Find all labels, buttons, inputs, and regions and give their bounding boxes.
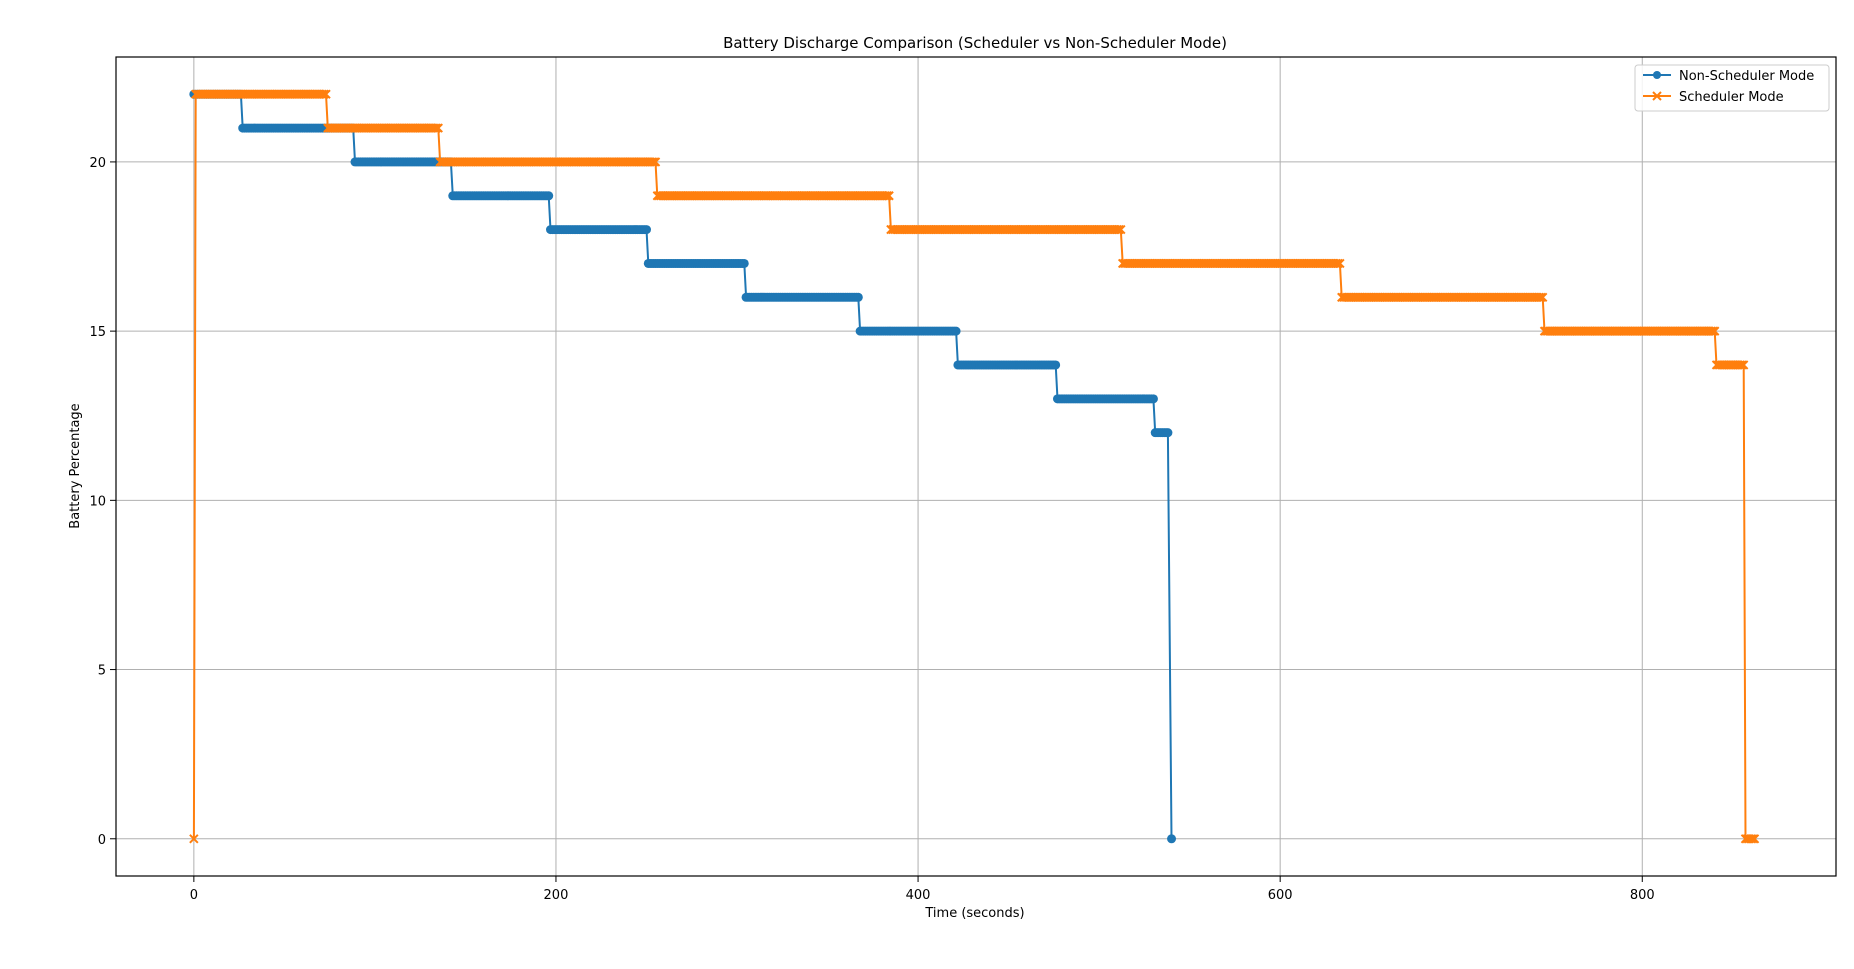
data-point (882, 191, 892, 201)
legend-label-scheduler: Scheduler Mode (1679, 90, 1784, 105)
data-point (1116, 224, 1126, 235)
data-point (649, 157, 659, 167)
data-point (1735, 360, 1745, 370)
data-point (951, 326, 961, 336)
data-point (431, 123, 442, 133)
legend-label-non-scheduler: Non-Scheduler Mode (1679, 69, 1814, 84)
series-markers-scheduler-mode (189, 89, 1760, 844)
plot-frame (115, 56, 1837, 877)
data-point (1335, 258, 1345, 269)
data-point (544, 191, 554, 201)
data-point (1167, 834, 1177, 844)
data-point (1331, 258, 1341, 269)
data-point (1051, 360, 1061, 370)
data-point (641, 225, 651, 235)
data-point (1148, 394, 1158, 404)
data-point (853, 292, 863, 302)
data-point (189, 834, 199, 844)
x-tick-label: 800 (1630, 888, 1655, 903)
legend: Non-Scheduler Mode Scheduler Mode (1634, 64, 1830, 112)
data-point (1333, 258, 1343, 269)
data-point (650, 157, 661, 167)
y-tick-label: 15 (89, 325, 106, 340)
data-point (1746, 834, 1756, 844)
data-point (1737, 360, 1747, 370)
data-point (429, 123, 440, 133)
y-axis-label: Battery Percentage (68, 403, 83, 528)
legend-marker-non-scheduler (1653, 71, 1661, 79)
data-point (1163, 428, 1173, 438)
data-point (1708, 326, 1718, 336)
x-tick-label: 600 (1268, 888, 1293, 903)
data-point (1749, 834, 1760, 844)
data-point (433, 123, 443, 133)
data-point (884, 191, 894, 201)
data-point (647, 157, 657, 167)
data-point (1534, 292, 1544, 302)
legend-marker-scheduler (1652, 91, 1662, 101)
data-point (1112, 224, 1122, 235)
data-point (1536, 292, 1546, 302)
data-point (1537, 292, 1548, 302)
data-point (1114, 224, 1124, 235)
y-tick-label: 20 (89, 156, 106, 171)
data-point (880, 191, 891, 201)
data-point (1738, 360, 1749, 370)
axes-layer: 0 200 400 600 800 0 5 10 15 20 (89, 56, 1837, 903)
y-tick-label: 0 (98, 833, 106, 848)
y-tick-label: 5 (98, 664, 106, 679)
data-point (321, 89, 331, 99)
chart-title: Battery Discharge Comparison (Scheduler … (723, 34, 1227, 52)
data-point (1706, 326, 1716, 336)
legend-frame (1634, 64, 1830, 112)
y-tick-label: 10 (89, 494, 106, 509)
data-point (1709, 326, 1720, 336)
x-tick-label: 400 (906, 888, 931, 903)
x-tick-label: 0 (190, 888, 198, 903)
x-tick-label: 200 (544, 888, 569, 903)
data-point (317, 89, 328, 99)
data-point (1748, 834, 1758, 844)
data-point (739, 258, 749, 268)
series-layer (189, 89, 1760, 844)
data-point (319, 89, 329, 99)
x-axis-label: Time (seconds) (924, 906, 1024, 921)
